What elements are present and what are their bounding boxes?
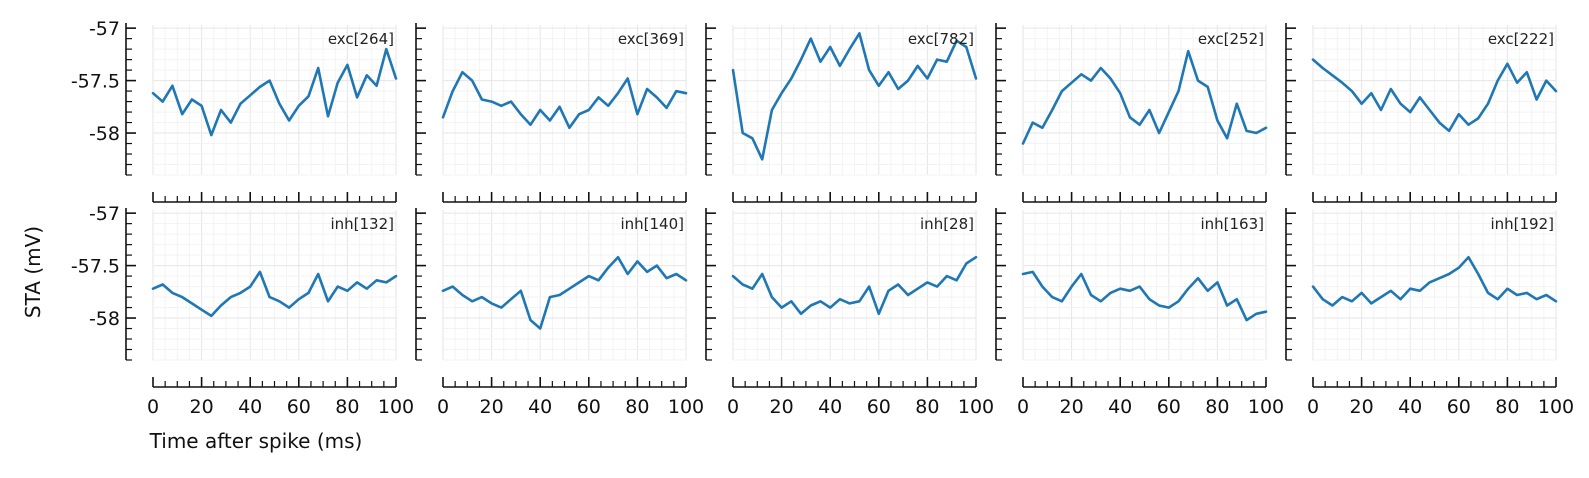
y-tick-label: -57.5 bbox=[71, 256, 120, 278]
grid bbox=[1312, 210, 1557, 361]
x-tick-label: 80 bbox=[1205, 396, 1229, 418]
x-tick-label: 40 bbox=[818, 396, 842, 418]
panel-label: exc[782] bbox=[908, 30, 974, 48]
grid bbox=[1312, 25, 1557, 176]
grid bbox=[732, 210, 977, 361]
panel-6: inh[132] -57 -57.5 -58 0 20 40 60 80 100 bbox=[71, 203, 414, 418]
panel-label: exc[252] bbox=[1198, 30, 1264, 48]
x-tick-label: 100 bbox=[668, 396, 704, 418]
panel-label: inh[192] bbox=[1490, 215, 1554, 233]
series-line bbox=[1311, 255, 1558, 307]
x-tick-label: 60 bbox=[577, 396, 601, 418]
y-tick-label: -57.5 bbox=[71, 71, 120, 93]
panel-label: exc[222] bbox=[1488, 30, 1554, 48]
x-tick-label: 40 bbox=[238, 396, 262, 418]
series-line bbox=[1311, 58, 1558, 133]
panel-9: inh[163] 0 20 40 60 80 100 bbox=[995, 208, 1284, 418]
grid bbox=[442, 25, 687, 176]
panel-label: inh[132] bbox=[330, 215, 394, 233]
panel-8: inh[28] 0 20 40 60 80 100 bbox=[705, 208, 994, 418]
x-tick-label: 40 bbox=[1108, 396, 1132, 418]
series-line bbox=[441, 70, 688, 130]
x-tick-label: 0 bbox=[1017, 396, 1029, 418]
x-tick-label: 100 bbox=[958, 396, 994, 418]
panel-label: exc[264] bbox=[328, 30, 394, 48]
panel-2: exc[369] bbox=[415, 23, 688, 203]
series-line bbox=[151, 270, 398, 318]
x-tick-label: 40 bbox=[1398, 396, 1422, 418]
panel-label: exc[369] bbox=[618, 30, 684, 48]
x-tick-label: 80 bbox=[625, 396, 649, 418]
y-axis-title: STA (mV) bbox=[21, 226, 45, 318]
x-tick-label: 60 bbox=[1157, 396, 1181, 418]
y-tick-label: -58 bbox=[89, 308, 120, 330]
x-tick-label: 100 bbox=[1538, 396, 1574, 418]
series-line bbox=[731, 32, 978, 161]
series-line bbox=[441, 255, 688, 330]
x-tick-label: 20 bbox=[1060, 396, 1084, 418]
y-tick-label: -57 bbox=[89, 203, 120, 225]
x-tick-label: 0 bbox=[437, 396, 449, 418]
panel-7: inh[140] 0 20 40 60 80 100 bbox=[415, 208, 704, 418]
x-tick-label: 80 bbox=[915, 396, 939, 418]
x-tick-label: 20 bbox=[1350, 396, 1374, 418]
series-line bbox=[731, 255, 978, 316]
panel-grid: exc[264] -57 -57.5 -58 exc[369] exc[782] exc[2… bbox=[71, 18, 1574, 418]
series-line bbox=[1021, 270, 1268, 322]
x-tick-label: 0 bbox=[147, 396, 159, 418]
x-tick-label: 60 bbox=[867, 396, 891, 418]
y-tick-label: -58 bbox=[89, 123, 120, 145]
panel-4: exc[252] bbox=[995, 23, 1268, 203]
x-tick-label: 60 bbox=[287, 396, 311, 418]
y-tick-label: -57 bbox=[89, 18, 120, 40]
x-tick-label: 80 bbox=[335, 396, 359, 418]
grid bbox=[732, 25, 977, 176]
x-tick-label: 60 bbox=[1447, 396, 1471, 418]
panel-label: inh[140] bbox=[620, 215, 684, 233]
x-tick-label: 0 bbox=[727, 396, 739, 418]
panel-3: exc[782] bbox=[705, 23, 978, 203]
grid bbox=[152, 25, 397, 176]
x-tick-label: 80 bbox=[1495, 396, 1519, 418]
series-line bbox=[151, 47, 398, 137]
x-tick-label: 40 bbox=[528, 396, 552, 418]
x-tick-label: 20 bbox=[770, 396, 794, 418]
x-tick-label: 0 bbox=[1307, 396, 1319, 418]
x-tick-label: 20 bbox=[480, 396, 504, 418]
panel-5: exc[222] bbox=[1285, 23, 1558, 203]
grid bbox=[442, 210, 687, 361]
series-line bbox=[1021, 49, 1268, 145]
panel-label: inh[28] bbox=[920, 215, 974, 233]
panel-1: exc[264] -57 -57.5 -58 bbox=[71, 18, 398, 203]
grid bbox=[1022, 25, 1267, 176]
x-tick-label: 100 bbox=[378, 396, 414, 418]
panel-label: inh[163] bbox=[1200, 215, 1264, 233]
panel-10: inh[192] 0 20 40 60 80 100 bbox=[1285, 208, 1574, 418]
x-tick-label: 20 bbox=[190, 396, 214, 418]
x-axis-title: Time after spike (ms) bbox=[149, 429, 363, 453]
x-tick-label: 100 bbox=[1248, 396, 1284, 418]
